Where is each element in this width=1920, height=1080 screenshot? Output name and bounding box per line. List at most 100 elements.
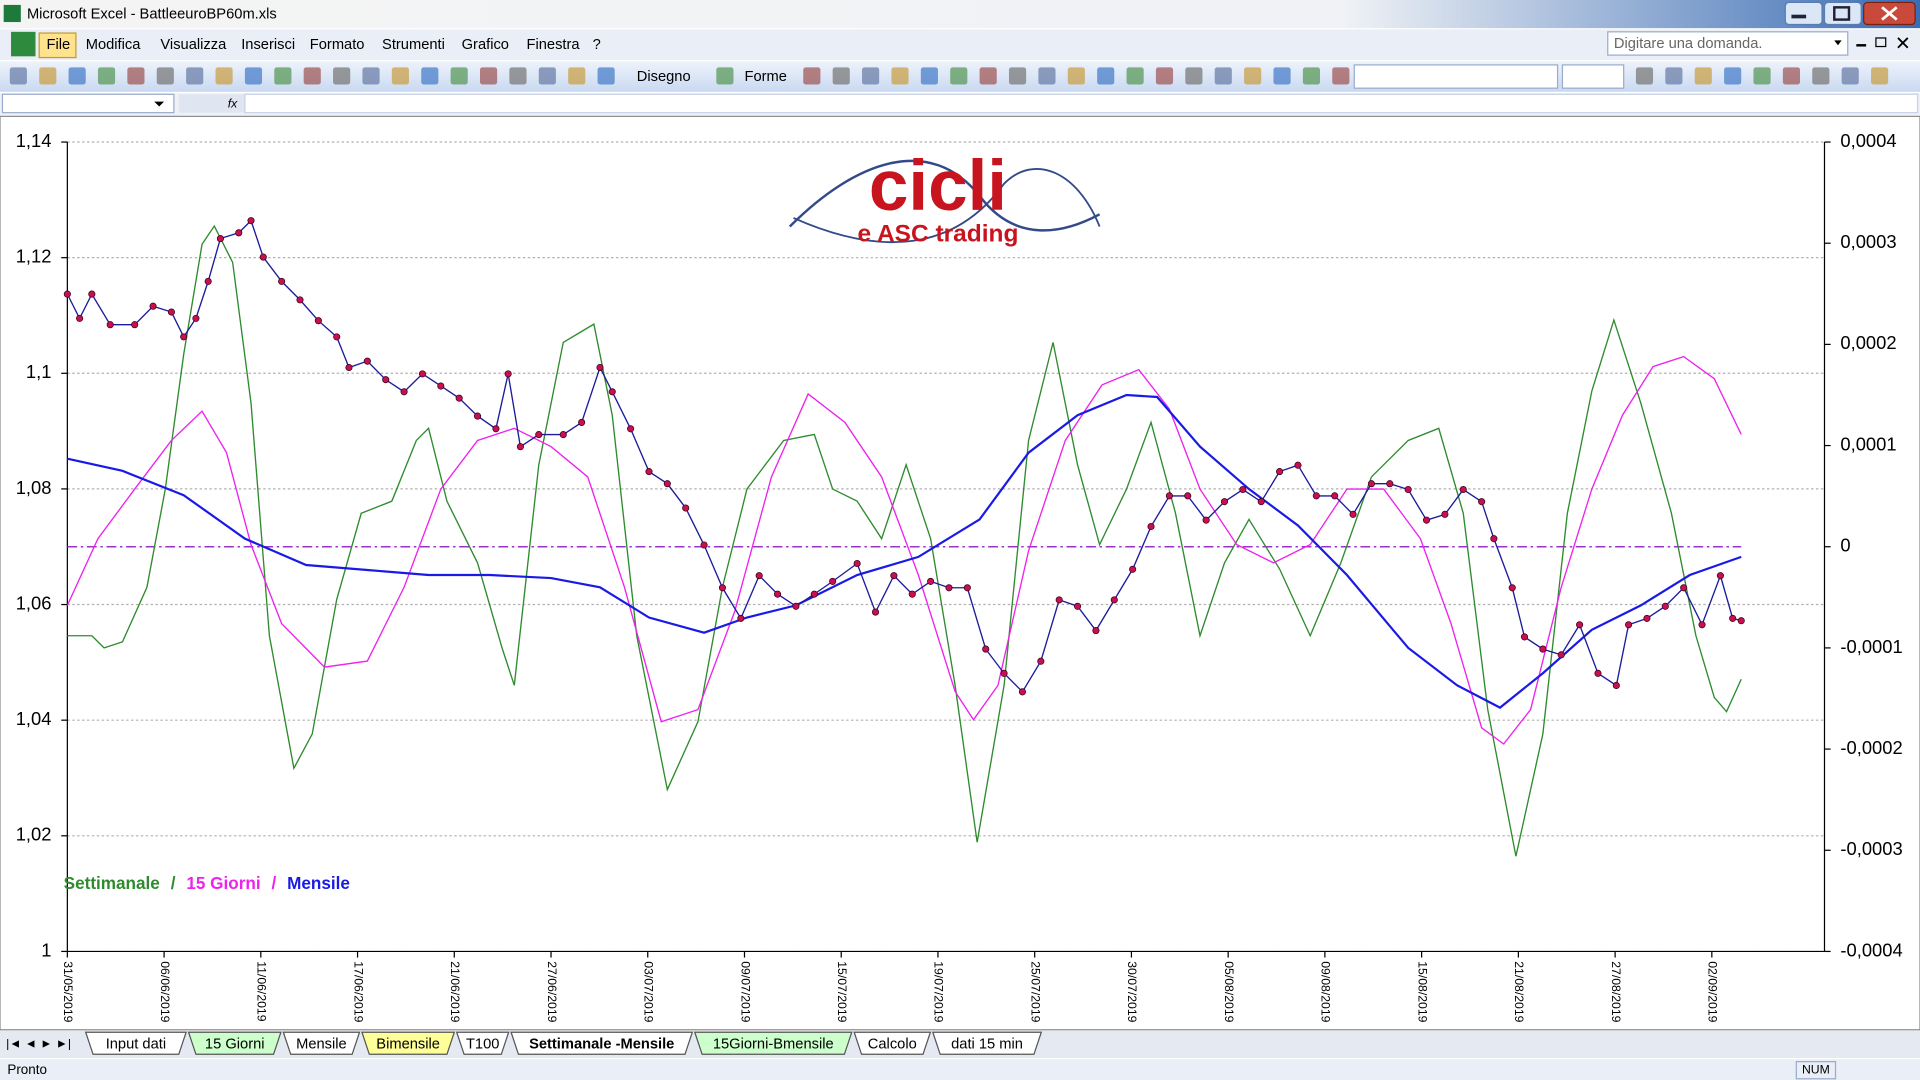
toolbar-icon[interactable] (244, 67, 263, 85)
doc-restore[interactable] (1875, 37, 1887, 48)
toolbar-icon[interactable] (391, 67, 409, 85)
toolbar-icon[interactable] (597, 67, 615, 85)
toolbar-icon[interactable] (303, 67, 321, 85)
menu-item[interactable]: Finestra (527, 37, 581, 53)
toolbar-icon[interactable] (1097, 67, 1115, 85)
toolbar-icon[interactable] (716, 67, 734, 85)
toolbar-icon[interactable] (1008, 67, 1027, 85)
menu-item[interactable]: Modifica (86, 37, 142, 53)
data-point (1147, 522, 1155, 531)
data-point (810, 590, 818, 598)
toolbar-icon[interactable] (68, 67, 86, 85)
size-box[interactable] (1561, 64, 1625, 89)
toolbar-icon[interactable] (568, 67, 586, 85)
sheet-tab[interactable] (361, 1031, 456, 1055)
toolbar-icon[interactable] (421, 67, 439, 85)
sheet-tab[interactable] (187, 1031, 282, 1055)
minimize-button[interactable] (1784, 1, 1823, 26)
toolbar-icon[interactable] (1812, 67, 1830, 85)
sheet-tab[interactable] (282, 1031, 361, 1055)
y-tick-label: 1,02 (16, 824, 52, 845)
toolbar-icon[interactable] (538, 67, 556, 85)
sheet-tab[interactable] (455, 1031, 510, 1055)
toolbar-shapes[interactable]: Forme (744, 69, 786, 85)
formula-input[interactable] (244, 93, 1919, 114)
sheet-tab-label[interactable]: dati 15 min (951, 1036, 1023, 1052)
toolbar-icon[interactable] (9, 67, 27, 85)
sheet-tab-label[interactable]: Mensile (296, 1036, 347, 1052)
sheet-tab-label[interactable]: Calcolo (868, 1036, 917, 1052)
data-point (1000, 669, 1008, 677)
toolbar-icon[interactable] (1332, 67, 1350, 85)
menu-item[interactable]: Inserisci (241, 37, 295, 53)
help-box[interactable] (1607, 31, 1849, 56)
toolbar-icon[interactable] (832, 67, 850, 85)
toolbar-icon[interactable] (1782, 67, 1800, 85)
toolbar-icon[interactable] (1155, 67, 1174, 85)
tab-nav[interactable]: |◄ ◄ ► ►| (6, 1037, 71, 1051)
toolbar-icon[interactable] (1871, 67, 1889, 85)
toolbar-icon[interactable] (1302, 67, 1320, 85)
toolbar-icon[interactable] (920, 67, 938, 85)
doc-close[interactable] (1897, 37, 1909, 49)
sheet-tab[interactable] (510, 1031, 694, 1055)
toolbar-icon[interactable] (274, 67, 292, 85)
toolbar-icon[interactable] (186, 67, 204, 85)
maximize-button[interactable] (1823, 1, 1862, 26)
toolbar-icon[interactable] (1635, 67, 1654, 85)
menu-item[interactable]: Grafico (462, 37, 509, 53)
data-point (1239, 485, 1247, 494)
menu-item[interactable]: Formato (310, 37, 365, 53)
name-box-dropdown[interactable] (154, 101, 165, 107)
toolbar-icon[interactable] (950, 67, 968, 85)
toolbar-icon[interactable] (1724, 67, 1742, 85)
menu-item[interactable]: Strumenti (382, 37, 445, 53)
toolbar-icon[interactable] (1753, 67, 1771, 85)
doc-minimize[interactable] (1856, 44, 1867, 47)
sheet-tab[interactable] (853, 1031, 932, 1055)
toolbar-icon[interactable] (1244, 67, 1262, 85)
help-box-text[interactable]: Digitare una domanda. (1614, 36, 1763, 52)
toolbar-icon[interactable] (1273, 67, 1291, 85)
sheet-tab-label[interactable]: Bimensile (376, 1036, 440, 1052)
toolbar-icon[interactable] (1126, 67, 1144, 85)
toolbar-icon[interactable] (1185, 67, 1203, 85)
toolbar-icon[interactable] (1841, 67, 1859, 85)
fx-button[interactable] (178, 94, 245, 113)
sheet-tab[interactable] (84, 1031, 187, 1055)
menu-item[interactable]: Visualizza (160, 37, 227, 53)
font-box[interactable] (1353, 64, 1559, 89)
toolbar-icon[interactable] (480, 67, 498, 85)
toolbar-icon[interactable] (1038, 67, 1056, 85)
toolbar-drawing[interactable]: Disegno (637, 69, 691, 85)
sheet-tab[interactable] (931, 1031, 1043, 1055)
data-point (333, 333, 341, 341)
toolbar-icon[interactable] (156, 67, 174, 85)
toolbar-icon[interactable] (127, 67, 145, 85)
toolbar-icon[interactable] (1665, 67, 1683, 85)
menu-item[interactable]: File (47, 37, 71, 53)
toolbar-icon[interactable] (1694, 67, 1712, 85)
toolbar-icon[interactable] (979, 67, 997, 85)
sheet-tab[interactable] (693, 1031, 853, 1055)
sheet-tab-label[interactable]: Input dati (106, 1036, 166, 1052)
toolbar-icon[interactable] (509, 67, 527, 85)
toolbar-icon[interactable] (362, 67, 380, 85)
sheet-tab-label[interactable]: Settimanale -Mensile (529, 1036, 674, 1052)
name-box[interactable] (1, 93, 175, 114)
toolbar-icon[interactable] (1067, 67, 1085, 85)
toolbar-icon[interactable] (803, 67, 821, 85)
sheet-tab-label[interactable]: 15 Giorni (205, 1036, 265, 1052)
help-dropdown[interactable] (1834, 40, 1842, 46)
toolbar-icon[interactable] (450, 67, 468, 85)
toolbar-icon[interactable] (215, 67, 233, 85)
sheet-tab-label[interactable]: T100 (466, 1036, 499, 1052)
toolbar-icon[interactable] (97, 67, 116, 85)
toolbar-icon[interactable] (862, 67, 880, 85)
toolbar-icon[interactable] (891, 67, 909, 85)
menu-item[interactable]: ? (593, 37, 601, 53)
toolbar-icon[interactable] (333, 67, 351, 85)
toolbar-icon[interactable] (39, 67, 57, 85)
sheet-tab-label[interactable]: 15Giorni-Bmensile (713, 1036, 834, 1052)
toolbar-icon[interactable] (1214, 67, 1232, 85)
